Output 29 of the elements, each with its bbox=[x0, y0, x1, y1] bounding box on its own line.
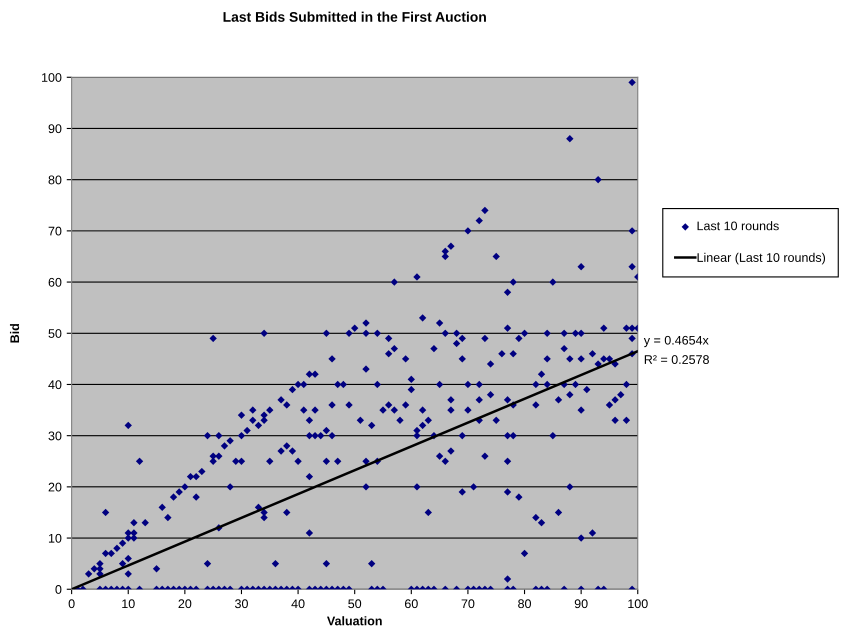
text: y = 0.4654x bbox=[644, 336, 709, 348]
y-tick-label: 80 bbox=[48, 175, 62, 184]
x-tick-label: 90 bbox=[574, 599, 588, 608]
x-tick-label: 30 bbox=[234, 599, 248, 608]
x-tick-label: 40 bbox=[291, 599, 305, 608]
legend-label: Linear (Last 10 rounds) bbox=[698, 252, 825, 264]
x-tick-label: 60 bbox=[404, 599, 418, 608]
x-tick-label: 100 bbox=[628, 599, 648, 608]
x-tick-label: 10 bbox=[122, 599, 135, 608]
y-tick-label: 0 bbox=[55, 585, 62, 594]
y-tick-label: 40 bbox=[48, 380, 62, 390]
x-axis-title: Valuation bbox=[326, 616, 382, 626]
y-tick-label: 90 bbox=[48, 124, 62, 134]
legend-label: Last 10 rounds bbox=[698, 221, 779, 230]
x-tick-label: 80 bbox=[518, 599, 531, 608]
text: R² = 0.2578 bbox=[644, 355, 709, 364]
y-tick-label: 20 bbox=[48, 482, 62, 492]
y-tick-label: 50 bbox=[48, 329, 62, 338]
x-tick-label: 0 bbox=[68, 599, 75, 608]
y-tick-label: 30 bbox=[48, 431, 62, 440]
y-tick-label: 100 bbox=[42, 73, 62, 82]
x-tick-label: 50 bbox=[348, 599, 362, 608]
x-tick-label: 20 bbox=[178, 599, 192, 608]
x-tick-label: 70 bbox=[462, 599, 474, 608]
chart-title: Last Bids Submitted in the First Auction bbox=[224, 12, 486, 22]
y-tick-label: 10 bbox=[48, 534, 62, 543]
y-tick-label: 70 bbox=[48, 226, 62, 236]
y-axis-title: Bid bbox=[10, 324, 20, 342]
y-tick-label: 60 bbox=[48, 278, 62, 287]
